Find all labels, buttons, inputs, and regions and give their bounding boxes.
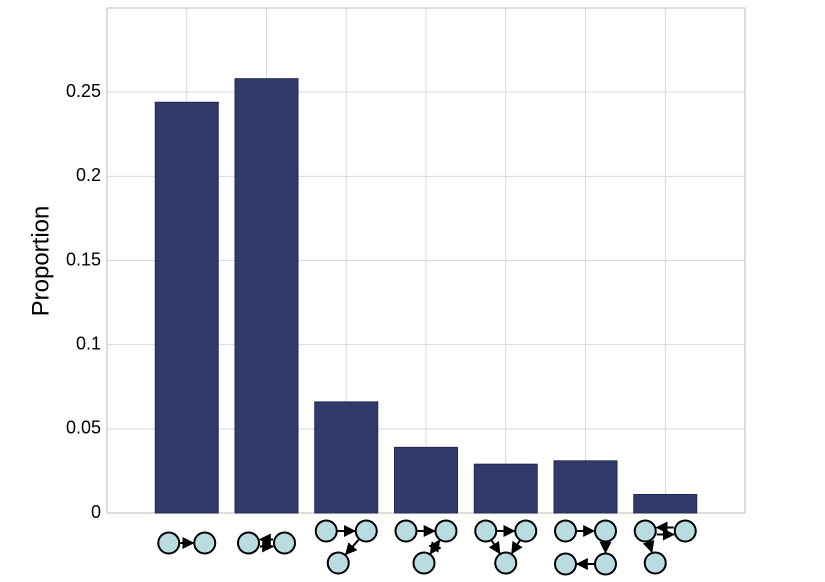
bar-motif-4: [394, 446, 458, 514]
motif-node-icon: [314, 519, 338, 543]
motif-node-icon: [237, 531, 260, 555]
motif-node-icon: [474, 519, 498, 543]
bar-motif-1: [154, 101, 219, 514]
bar-motif-6: [553, 460, 618, 514]
motif-node-icon: [434, 519, 458, 543]
motif-node-icon: [673, 519, 697, 543]
x-tick-motif-2-icon: [237, 531, 296, 555]
y-tick-label: 0: [91, 502, 101, 522]
motif-edge-icon: [510, 540, 523, 555]
x-tick-motif-6-icon: [554, 519, 617, 576]
motif-edge-icon: [642, 539, 655, 554]
motif-node-icon: [554, 519, 577, 543]
x-axis-motif-icons: [157, 519, 697, 576]
bar-motif-7: [633, 493, 698, 514]
motif-node-icon: [193, 531, 217, 555]
motif-edge-icon: [345, 538, 360, 556]
x-tick-motif-5-icon: [474, 519, 538, 575]
bar-motif-5: [473, 463, 538, 514]
y-tick-label: 0.2: [76, 165, 101, 185]
motif-node-icon: [514, 519, 538, 543]
motif-node-icon: [633, 519, 657, 543]
motif-node-icon: [157, 531, 181, 555]
motif-node-icon: [394, 519, 418, 543]
bar-motif-2: [234, 78, 299, 514]
motif-edge-icon: [488, 540, 501, 555]
bars: [154, 78, 698, 514]
x-tick-motif-7-icon: [633, 519, 697, 575]
motif-node-icon: [326, 551, 350, 575]
x-tick-motif-4-icon: [394, 519, 458, 575]
y-tick-label: 0.05: [66, 418, 101, 438]
y-tick-label: 0.15: [66, 249, 101, 269]
motif-node-icon: [273, 531, 296, 555]
motif-node-icon: [412, 551, 436, 575]
motif-edge-icon: [428, 539, 441, 555]
motif-node-icon: [554, 552, 577, 576]
motif-node-icon: [354, 519, 378, 543]
y-tick-label: 0.25: [66, 81, 101, 101]
motif-node-icon: [594, 519, 617, 543]
bar-motif-3: [314, 401, 379, 514]
x-tick-motif-3-icon: [314, 519, 378, 575]
y-axis-ticks: 0 0.05 0.1 0.15 0.2 0.25: [66, 81, 101, 522]
x-tick-motif-1-icon: [157, 531, 217, 555]
motif-node-icon: [494, 551, 518, 575]
y-axis-label: Proportion: [27, 206, 54, 317]
y-tick-label: 0.1: [76, 333, 101, 353]
motif-node-icon: [643, 551, 667, 575]
motif-node-icon: [594, 552, 617, 576]
